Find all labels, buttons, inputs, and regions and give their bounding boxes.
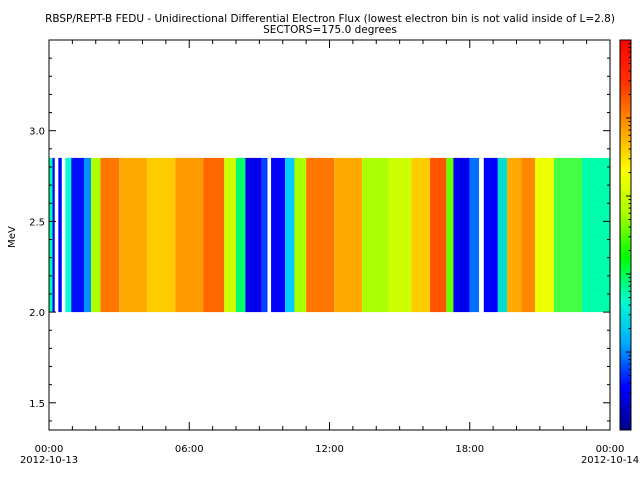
heatmap-segment bbox=[446, 157, 454, 313]
y-tick-label: 1.5 bbox=[29, 399, 45, 410]
heatmap-segment bbox=[203, 157, 225, 313]
heatmap-segment bbox=[119, 157, 148, 313]
heatmap-segment bbox=[91, 157, 101, 313]
x-tick-label: 18:00 bbox=[455, 444, 484, 455]
heatmap-segment bbox=[61, 157, 66, 313]
heatmap-segment bbox=[483, 157, 498, 313]
x-tick-label: 12:00 bbox=[315, 444, 344, 455]
x-tick-date-label: 2012-10-14 bbox=[581, 455, 639, 466]
heatmap-segment bbox=[267, 157, 272, 313]
heatmap-segment bbox=[175, 157, 204, 313]
y-tick-label: 3.0 bbox=[29, 127, 45, 138]
heatmap-segment bbox=[54, 157, 59, 313]
heatmap-segment bbox=[581, 157, 610, 313]
x-tick-label: 00:00 bbox=[35, 444, 64, 455]
heatmap-segment bbox=[469, 157, 480, 313]
chart-title: RBSP/REPT-B FEDU - Unidirectional Differ… bbox=[45, 13, 615, 25]
heatmap-segment bbox=[497, 157, 508, 313]
heatmap-segment bbox=[224, 157, 236, 313]
axes bbox=[48, 39, 611, 431]
heatmap-segment bbox=[334, 157, 363, 313]
heatmap-segment bbox=[236, 157, 246, 313]
heatmap-segment bbox=[479, 157, 484, 313]
y-tick-label: 2.5 bbox=[29, 217, 45, 228]
heatmap-segment bbox=[58, 157, 62, 313]
heatmap-segment bbox=[535, 157, 554, 313]
heatmap-segment bbox=[271, 157, 286, 313]
colorbar bbox=[619, 39, 632, 431]
heatmap-segment bbox=[521, 157, 536, 313]
colorbar-gradient bbox=[619, 39, 632, 431]
y-axis-label: MeV bbox=[7, 226, 18, 248]
x-tick-label: 06:00 bbox=[175, 444, 204, 455]
heatmap-segment bbox=[65, 157, 72, 313]
heatmap-segment bbox=[261, 157, 268, 313]
heatmap-segment bbox=[411, 157, 431, 313]
heatmap-segment bbox=[147, 157, 176, 313]
heatmap-segment bbox=[453, 157, 470, 313]
plot-area bbox=[49, 157, 610, 313]
x-tick-label: 00:00 bbox=[596, 444, 625, 455]
heatmap-segment bbox=[306, 157, 335, 313]
heatmap-segment bbox=[553, 157, 582, 313]
heatmap-segment bbox=[84, 157, 92, 313]
heatmap-segment bbox=[285, 157, 295, 313]
y-tick-label: 2.0 bbox=[29, 308, 45, 319]
heatmap-segment bbox=[100, 157, 120, 313]
heatmap-segment bbox=[245, 157, 262, 313]
heatmap-segment bbox=[507, 157, 522, 313]
heatmap-segment bbox=[387, 157, 412, 313]
chart-subtitle: SECTORS=175.0 degrees bbox=[263, 24, 397, 36]
heatmap-segment bbox=[49, 157, 53, 313]
heatmap-segment bbox=[430, 157, 447, 313]
heatmap-segment bbox=[71, 157, 85, 313]
x-tick-date-label: 2012-10-13 bbox=[20, 455, 78, 466]
heatmap-segment bbox=[52, 157, 55, 313]
heatmap-segment bbox=[294, 157, 307, 313]
heatmap-segment bbox=[362, 157, 388, 313]
